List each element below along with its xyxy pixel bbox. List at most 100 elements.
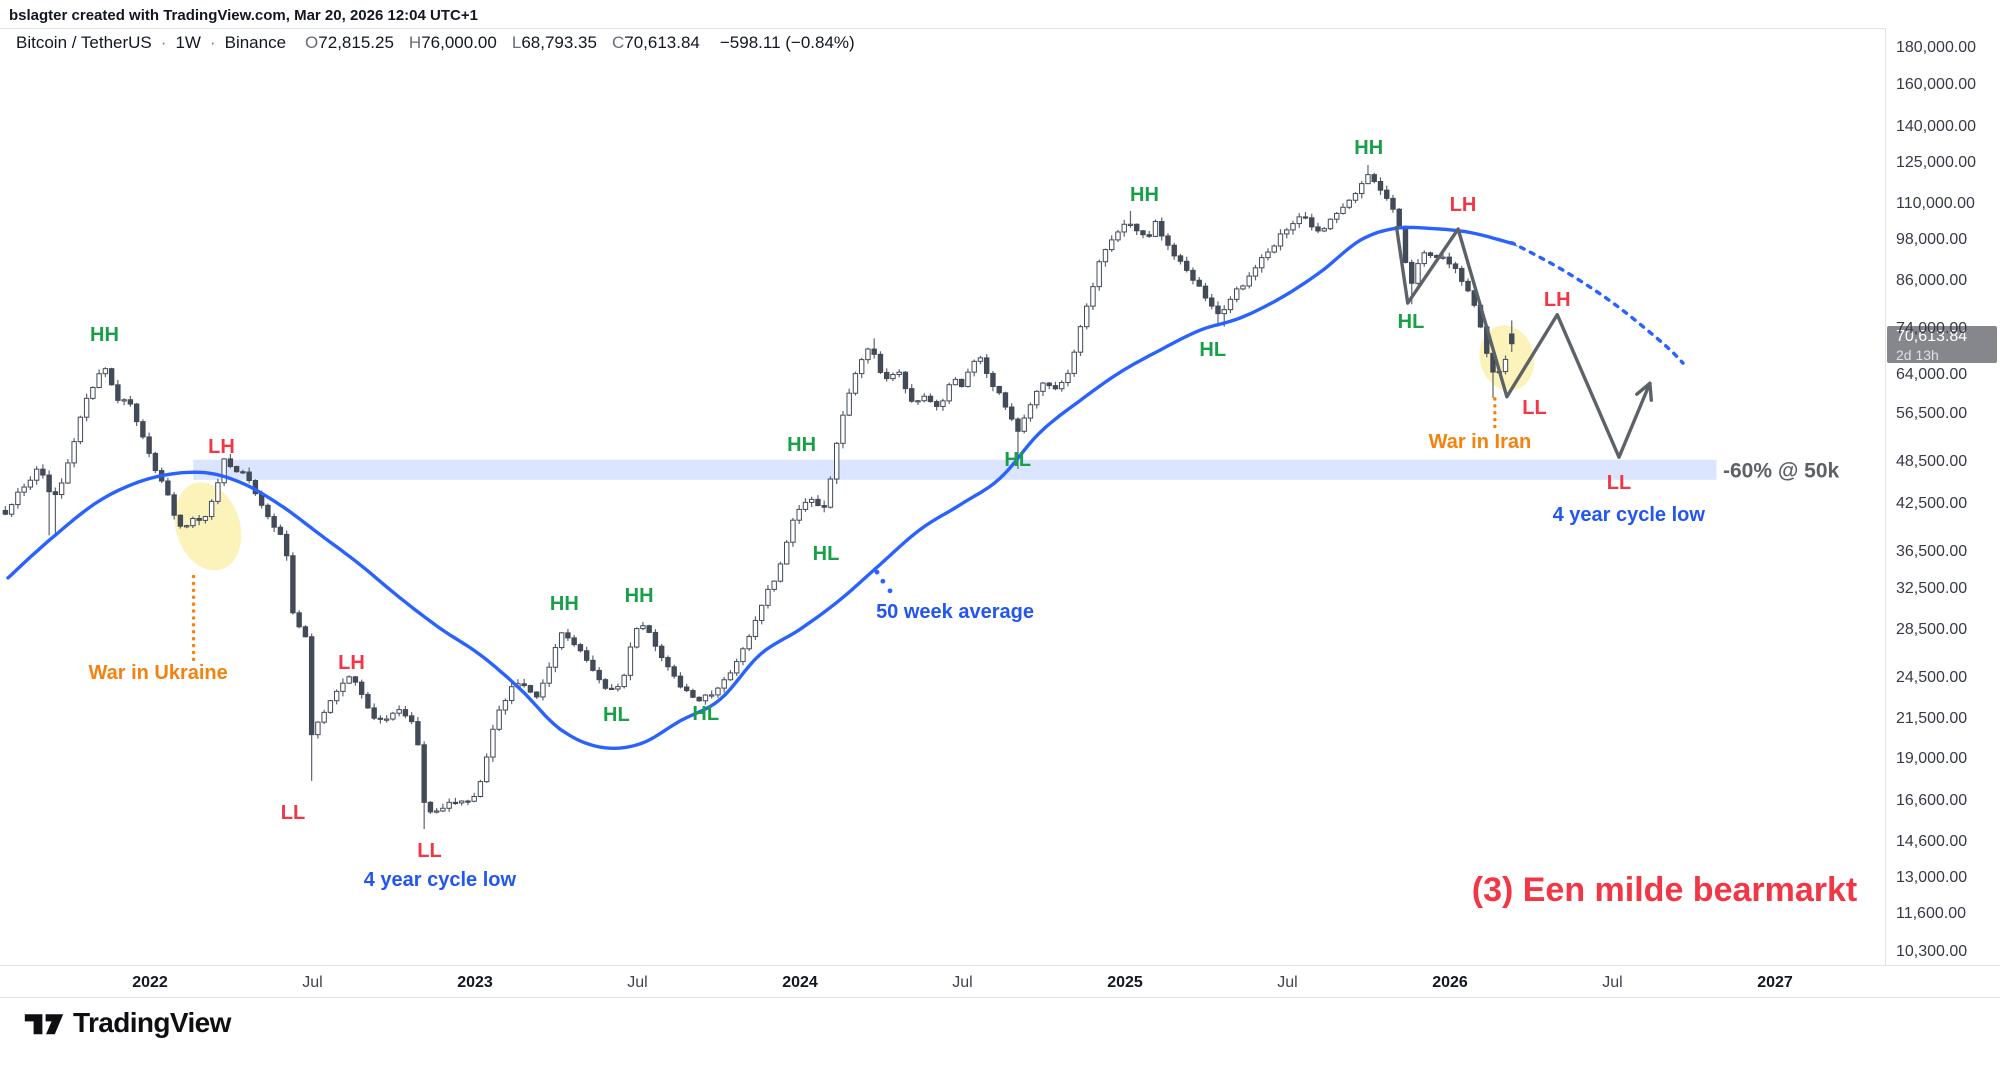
price-tick-label: 74,000.00 [1896, 319, 1968, 337]
candle-up [708, 694, 715, 697]
legend-separator: · [160, 33, 167, 52]
candle-down [596, 669, 602, 681]
candle-up [477, 781, 484, 798]
candle-down [152, 452, 159, 472]
symbol-legend: Bitcoin / TetherUS · 1W · Binance O72,81… [16, 33, 855, 53]
candle-down [1402, 225, 1409, 263]
last-price-value: 70,613.84 [1896, 327, 1968, 345]
candle-up [340, 682, 346, 692]
brand-wordmark: TradingView [73, 1007, 231, 1038]
creator-attribution: bslagter created with TradingView.com, M… [9, 7, 478, 24]
candle-up [727, 672, 734, 681]
candle-up [1065, 372, 1071, 384]
candle-up [721, 679, 727, 689]
candle-down [652, 631, 659, 647]
candle-up [496, 709, 502, 730]
candle-up [621, 674, 627, 688]
ohlc-field-o: O72,815.25 [305, 33, 394, 52]
time-tick-label-2027: 2027 [1757, 974, 1793, 991]
price-tick-label: 24,500.00 [1896, 669, 1968, 687]
candle-up [1359, 183, 1365, 195]
candle-up [490, 728, 496, 758]
candle-down [127, 399, 134, 405]
candle-up [627, 646, 634, 676]
price-tick-label: 28,500.00 [1896, 621, 1968, 639]
price-tick-label: 10,300.00 [1896, 943, 1968, 961]
ohlc-field-l: L68,793.35 [511, 33, 597, 52]
candle-up [1340, 206, 1346, 214]
candle-down [1165, 235, 1171, 246]
ma50-label-pointer-dot [887, 588, 893, 594]
time-axis-bottom-divider [0, 997, 2000, 998]
ohlc-field-c: C70,613.84 [611, 33, 700, 52]
price-tick-label: 160,000.00 [1896, 76, 1977, 94]
time-tick-label-jul: Jul [1602, 974, 1623, 991]
candle-down [902, 371, 909, 390]
candle-up [221, 458, 227, 484]
candle-up [1152, 220, 1159, 237]
candle-up [390, 712, 396, 720]
candle-down [1459, 267, 1465, 282]
candle-down [365, 693, 371, 709]
candle-up [615, 686, 621, 690]
tradingview-brand[interactable]: TradingView [24, 1007, 231, 1039]
candle-down [352, 676, 359, 683]
candle-up [58, 482, 65, 496]
candle-up [1296, 216, 1302, 225]
candle-up [840, 414, 846, 444]
candle-up [921, 395, 927, 402]
candle-up [502, 700, 509, 711]
candle-down [302, 626, 309, 638]
candle-up [65, 462, 71, 484]
candle-up [552, 647, 559, 668]
price-tick-label: 86,000.00 [1896, 272, 1968, 290]
candle-up [190, 517, 196, 527]
candle-down [934, 401, 940, 407]
candle-up [96, 373, 102, 388]
price-tick-label: 36,500.00 [1896, 543, 1968, 561]
candle-down [1390, 197, 1396, 210]
ohlc-field-h: H76,000.00 [408, 33, 497, 52]
candle-up [1121, 223, 1127, 233]
price-tick-label: 180,000.00 [1896, 39, 1977, 56]
candle-up [483, 756, 490, 783]
candle-up [21, 486, 27, 493]
price-tick-label: 11,600.00 [1896, 905, 1966, 923]
candle-up [433, 810, 440, 813]
time-tick-label-2026: 2026 [1432, 974, 1468, 991]
candle-up [802, 501, 809, 510]
candle-up [90, 386, 96, 399]
candle-down [52, 491, 59, 496]
candle-up [1090, 286, 1096, 307]
candle-up [446, 801, 452, 809]
candle-up [1271, 245, 1277, 253]
candle-up [852, 373, 859, 394]
candle-up [396, 709, 402, 714]
candle-down [815, 498, 821, 507]
candle-up [796, 508, 802, 521]
candle-down [927, 395, 934, 403]
candle-up [952, 378, 959, 386]
price-axis[interactable]: 70,613.84 2d 13h 180,000.00 160,000.00 140… [1886, 28, 2000, 965]
candle-up [1077, 326, 1084, 353]
time-tick-label-2022: 2022 [132, 974, 168, 991]
candle-up [758, 604, 765, 621]
projection-zigzag [1394, 225, 1652, 459]
time-axis[interactable]: 2022 Jul 2023 Jul 2024 Jul 2025 Jul 2026 Jul 2027 [0, 966, 2000, 997]
candle-up [1421, 252, 1427, 265]
candle-down [1465, 280, 1471, 292]
candle-up [1252, 267, 1259, 277]
candle-down [1184, 260, 1190, 271]
candle-up [1027, 404, 1034, 419]
candle-up [1227, 298, 1234, 311]
price-tick-label: 140,000.00 [1896, 118, 1977, 136]
candle-down [1190, 269, 1196, 281]
candle-down [308, 636, 315, 736]
candle-up [1059, 382, 1065, 390]
candle-down [1377, 180, 1384, 191]
symbol-title: Bitcoin / TetherUS [16, 33, 152, 52]
candle-down [465, 800, 471, 803]
candle-down [452, 801, 459, 805]
candle-up [715, 687, 721, 696]
